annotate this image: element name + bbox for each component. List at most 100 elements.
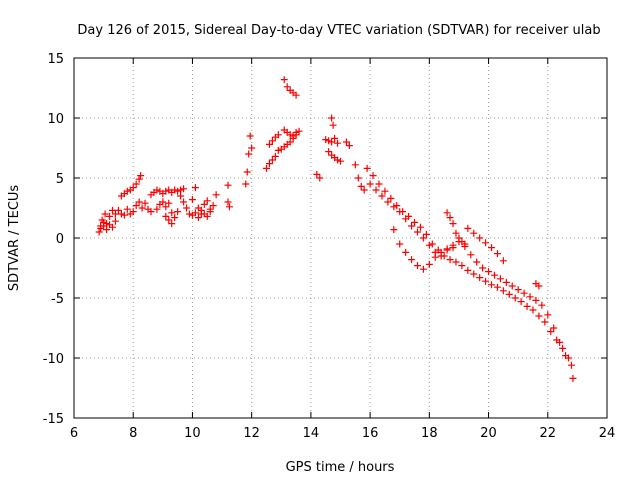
data-point <box>106 212 114 220</box>
data-point <box>153 186 161 194</box>
data-point <box>547 328 555 336</box>
data-point <box>538 301 546 309</box>
data-point <box>369 172 377 180</box>
data-point <box>174 208 182 216</box>
series-AB <box>532 280 543 290</box>
data-point <box>360 186 368 194</box>
series-S <box>325 148 344 165</box>
x-tick-label: 22 <box>540 426 557 441</box>
data-point <box>464 266 472 274</box>
data-point <box>499 257 507 265</box>
data-point <box>461 240 469 248</box>
data-point <box>132 202 140 210</box>
data-point <box>316 174 324 182</box>
data-point <box>168 209 176 217</box>
y-tick-label: 15 <box>47 52 64 67</box>
data-point <box>188 196 196 204</box>
data-point <box>328 138 336 146</box>
data-point <box>375 180 383 188</box>
data-point <box>162 212 170 220</box>
data-point <box>529 306 537 314</box>
data-point <box>488 244 496 252</box>
series-Q <box>313 170 324 182</box>
data-point <box>123 205 131 213</box>
data-point <box>556 338 564 346</box>
data-point <box>123 187 131 195</box>
data-point <box>416 223 424 231</box>
data-point <box>411 218 419 226</box>
data-point <box>419 265 427 273</box>
data-point <box>129 208 137 216</box>
data-point <box>242 180 250 188</box>
data-point <box>452 229 460 237</box>
data-point <box>292 91 300 99</box>
data-point <box>390 203 398 211</box>
data-point <box>138 204 146 212</box>
data-point <box>428 240 436 248</box>
y-tick-label: 0 <box>56 232 64 247</box>
series-C <box>114 198 155 219</box>
data-point <box>108 223 116 231</box>
data-point <box>271 152 279 160</box>
data-point <box>313 170 321 178</box>
data-point <box>425 241 433 249</box>
data-point <box>117 210 125 218</box>
series-O <box>280 126 300 140</box>
data-point <box>363 164 371 172</box>
data-point <box>209 202 217 210</box>
series-W <box>363 164 577 382</box>
data-point <box>496 275 504 283</box>
data-point <box>345 142 353 150</box>
data-point <box>191 184 199 192</box>
data-point <box>437 248 445 256</box>
series-P <box>280 76 300 99</box>
x-tick-label: 24 <box>599 426 616 441</box>
data-point <box>248 144 256 152</box>
data-point <box>351 161 359 169</box>
data-point <box>171 186 179 194</box>
data-point <box>329 121 337 129</box>
data-point <box>101 210 109 218</box>
data-point <box>120 211 128 219</box>
data-point <box>162 187 170 195</box>
series-K <box>242 132 256 188</box>
data-point <box>243 168 251 176</box>
data-point <box>413 228 421 236</box>
series-U <box>342 138 353 150</box>
series-M <box>265 131 282 148</box>
series-X <box>366 180 575 369</box>
data-point <box>390 226 398 234</box>
data-point <box>185 210 193 218</box>
data-point <box>331 134 339 142</box>
data-point <box>396 208 404 216</box>
data-point <box>295 127 303 135</box>
data-point <box>384 198 392 206</box>
data-point <box>135 198 143 206</box>
data-point <box>470 229 478 237</box>
grid <box>74 58 607 418</box>
data-point <box>381 187 389 195</box>
x-tick-label: 10 <box>184 426 201 441</box>
data-point <box>511 294 519 302</box>
data-point <box>103 220 111 228</box>
data-point <box>467 251 475 259</box>
data-point <box>517 298 525 306</box>
data-point <box>455 234 463 242</box>
data-point <box>520 289 528 297</box>
axis-ticks: 6 8 10 12 14 16 18 20 22 24 -15 -10 -5 0 5 10 15 <box>43 52 616 441</box>
data-point <box>488 281 496 289</box>
data-point <box>493 250 501 258</box>
data-point <box>292 128 300 136</box>
data-point <box>108 206 116 214</box>
data-point <box>458 262 466 270</box>
data-point <box>337 157 344 165</box>
data-point <box>544 311 552 319</box>
data-point <box>449 220 457 228</box>
data-point <box>141 199 149 207</box>
data-point <box>476 234 484 242</box>
data-point <box>180 198 188 206</box>
data-point <box>443 209 451 217</box>
series-E <box>147 185 188 199</box>
series-D <box>117 172 145 200</box>
